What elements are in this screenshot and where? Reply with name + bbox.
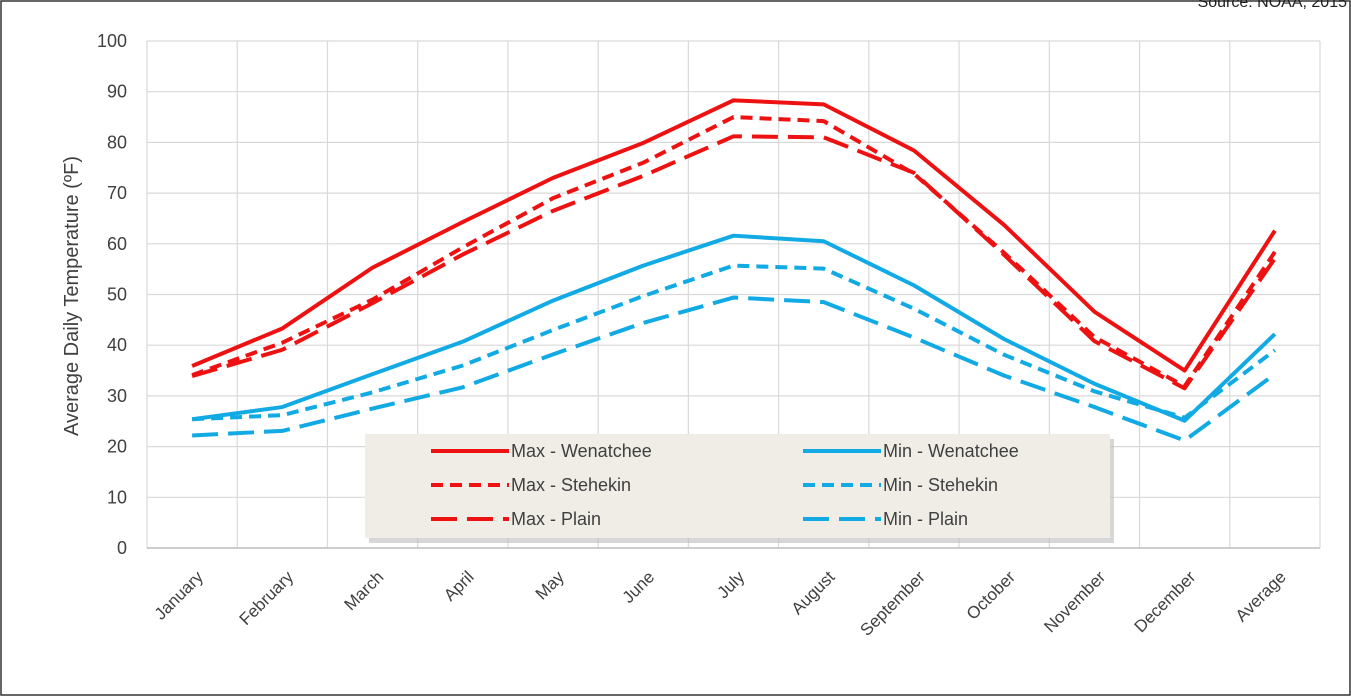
- y-tick-label: 100: [97, 31, 127, 51]
- legend-label: Min - Wenatchee: [883, 441, 1019, 461]
- y-tick-label: 70: [107, 183, 127, 203]
- y-tick-label: 0: [117, 538, 127, 558]
- series-line: [192, 295, 1277, 443]
- source-note: Source: NOAA, 2015: [1197, 0, 1347, 11]
- y-axis-label: Average Daily Temperature (ºF): [61, 156, 83, 436]
- y-axis-ticks: 0 10 20 30 40 50 60 70 80 90 100: [97, 31, 127, 558]
- y-tick-label: 90: [107, 82, 127, 102]
- legend-label: Min - Stehekin: [883, 475, 998, 495]
- legend-label: Max - Plain: [511, 509, 601, 529]
- y-tick-label: 30: [107, 386, 127, 406]
- series-line: [192, 263, 1277, 422]
- legend-label: Max - Stehekin: [511, 475, 631, 495]
- legend-label: Min - Plain: [883, 509, 968, 529]
- y-tick-label: 50: [107, 285, 127, 305]
- y-tick-label: 80: [107, 132, 127, 152]
- y-tick-label: 60: [107, 234, 127, 254]
- y-tick-label: 40: [107, 335, 127, 355]
- series-line: [191, 233, 1277, 423]
- series-line: [191, 98, 1277, 373]
- series-line: [191, 134, 1277, 391]
- y-tick-label: 20: [107, 437, 127, 457]
- legend-label: Max - Wenatchee: [511, 441, 652, 461]
- series-line: [191, 115, 1277, 389]
- series-lines: [191, 98, 1277, 443]
- legend: Max - Wenatchee Max - Stehekin Max - Plain…: [365, 434, 1114, 543]
- gridlines: [146, 40, 1321, 549]
- y-tick-label: 10: [107, 487, 127, 507]
